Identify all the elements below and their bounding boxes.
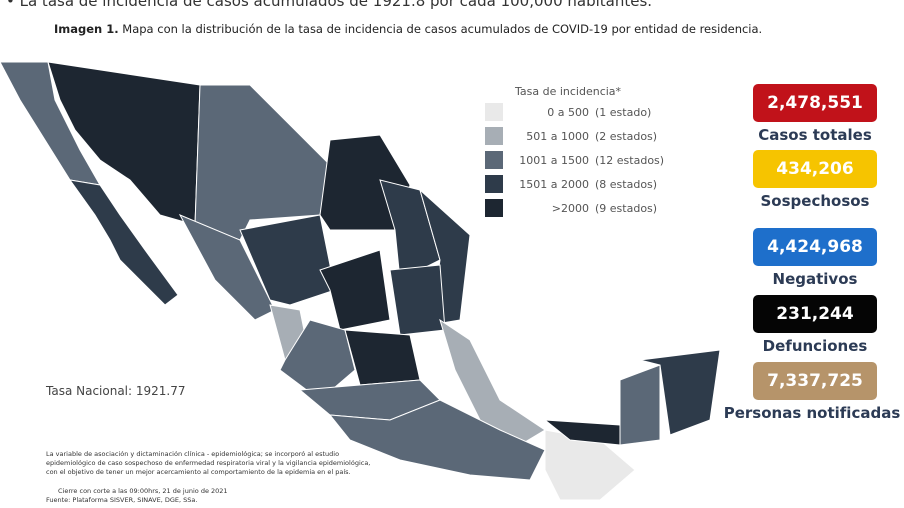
- intro-text: • La tasa de incidencia de casos acumula…: [6, 0, 653, 10]
- stat-value: 4,424,968: [753, 228, 877, 266]
- map: [0, 61, 721, 501]
- legend-count: (12 estados): [595, 153, 665, 167]
- legend-range: 501 a 1000: [526, 129, 589, 143]
- legend-swatch: [485, 103, 503, 121]
- region: [239, 214, 336, 306]
- region: [389, 264, 446, 336]
- stat-value: 7,337,725: [753, 362, 877, 400]
- legend-count: (9 estados): [595, 201, 658, 215]
- stat-label: Defunciones: [762, 337, 868, 355]
- stat: 7,337,725 Personas notificadas: [722, 362, 902, 422]
- region: [178, 213, 276, 321]
- figure-caption: Mapa con la distribución de la tasa de i…: [122, 22, 763, 36]
- figure-title: Imagen 1. Mapa con la distribución de la…: [54, 22, 762, 36]
- region: [419, 188, 471, 326]
- note-line: epidemiológico de caso sospechoso de enf…: [46, 459, 371, 467]
- region: [619, 364, 661, 446]
- legend-row: 1501 a 2000 (8 estados): [485, 172, 664, 196]
- legend-row: 1001 a 1500 (12 estados): [485, 148, 664, 172]
- legend-count: (1 estado): [595, 105, 652, 119]
- legend-row: >2000 (9 estados): [485, 196, 664, 220]
- legend-range: 1501 a 2000: [519, 177, 589, 191]
- legend-swatch: [485, 199, 503, 217]
- legend-swatch: [485, 151, 503, 169]
- stat-label: Negativos: [772, 270, 858, 288]
- closing-note: Cierre con corte a las 09:00hrs, 21 de j…: [58, 487, 228, 495]
- stat: 434,206 Sospechosos: [753, 150, 877, 210]
- stat-value: 231,244: [753, 295, 877, 333]
- legend-count: (8 estados): [595, 177, 658, 191]
- legend-title: Tasa de incidencia*: [515, 85, 622, 98]
- stat-label: Personas notificadas: [723, 404, 901, 422]
- region: [328, 399, 546, 481]
- legend-swatch: [485, 127, 503, 145]
- legend-count: (2 estados): [595, 129, 658, 143]
- source-note: Fuente: Plataforma SISVER, SINAVE, DGE, …: [46, 496, 198, 504]
- region: [68, 179, 179, 306]
- legend-swatch: [485, 175, 503, 193]
- legend-range: 0 a 500: [547, 105, 589, 119]
- region: [639, 349, 721, 436]
- stat: 2,478,551 Casos totales: [753, 84, 877, 144]
- stat: 4,424,968 Negativos: [753, 228, 877, 288]
- figure-label: Imagen 1.: [54, 22, 119, 36]
- region: [319, 249, 391, 331]
- legend-row: 0 a 500 (1 estado): [485, 100, 664, 124]
- legend-row: 501 a 1000 (2 estados): [485, 124, 664, 148]
- region: [279, 319, 356, 401]
- legend-range: >2000: [551, 201, 589, 215]
- legend-range: 1001 a 1500: [519, 153, 589, 167]
- region: [344, 329, 421, 386]
- stat-value: 434,206: [753, 150, 877, 188]
- national-rate: Tasa Nacional: 1921.77: [46, 384, 186, 398]
- stat-value: 2,478,551: [753, 84, 877, 122]
- stat-label: Casos totales: [758, 126, 872, 144]
- note-line: con el objetivo de tener un mejor acerca…: [46, 468, 351, 476]
- legend: Tasa de incidencia* 0 a 500 (1 estado) 501…: [485, 85, 664, 220]
- legend-rows: 0 a 500 (1 estado) 501 a 1000 (2 estados) 10…: [485, 100, 664, 220]
- note-line: La variable de asociación y dictaminació…: [46, 450, 340, 458]
- region: [439, 318, 546, 446]
- stat-label: Sospechosos: [760, 192, 870, 210]
- stat: 231,244 Defunciones: [753, 295, 877, 355]
- notes: La variable de asociación y dictaminació…: [46, 450, 370, 477]
